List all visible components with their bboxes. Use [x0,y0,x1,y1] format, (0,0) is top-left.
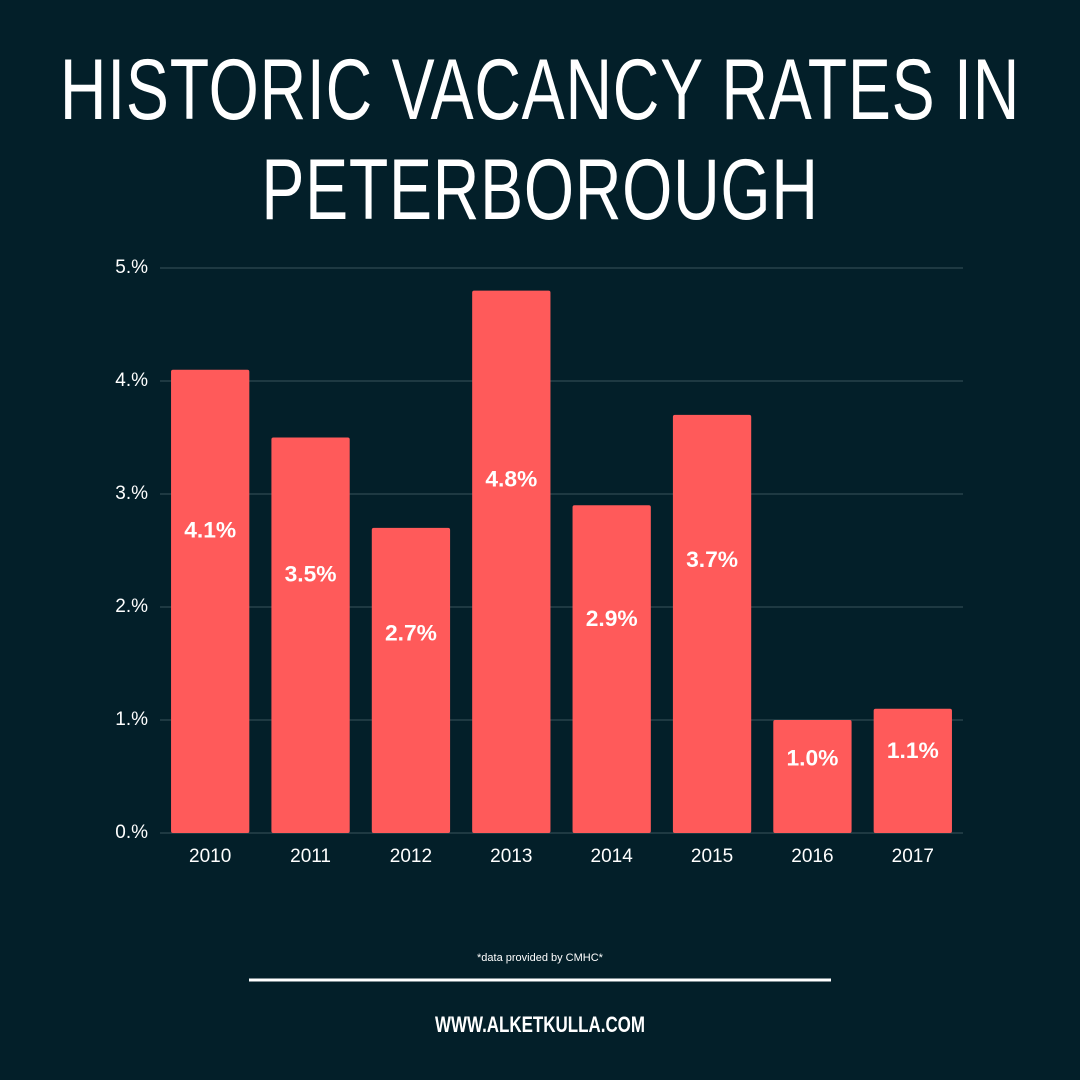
y-tick-label: 1.% [115,709,148,730]
data-label: 4.1% [184,518,236,543]
bar [873,708,952,833]
data-label: 1.1% [887,738,939,763]
x-tick-label: 2012 [390,846,432,867]
footer: WWW.ALKETKULLA.COM [435,1012,645,1037]
chart-title: HISTORIC VACANCY RATES IN PETERBOROUGH [59,42,1021,238]
bar [672,414,752,833]
x-tick-label: 2010 [189,846,231,867]
x-tick-label: 2015 [691,846,733,867]
title-box: HISTORIC VACANCY RATES IN PETERBOROUGH [0,40,1080,250]
data-label: 2.7% [385,620,437,645]
y-tick-label: 3.% [115,483,148,504]
x-tick-label: 2011 [290,846,331,867]
data-label: 1.0% [786,745,838,770]
data-label: 2.9% [586,606,638,631]
x-tick-label: 2016 [791,846,833,867]
y-tick-label: 2.% [115,596,148,617]
note: *data provided by CMHC* [477,952,604,964]
bar [171,369,250,833]
x-tick-label: 2013 [490,846,532,867]
data-label: 3.7% [686,547,738,572]
x-tick-label: 2014 [591,846,634,867]
x-tick-label: 2017 [892,846,934,867]
data-label: 4.8% [485,466,537,491]
y-tick-label: 5.% [115,257,148,278]
bar [371,527,451,833]
bar [572,505,651,833]
y-tick-label: 4.% [115,370,148,391]
data-label: 3.5% [285,562,337,587]
y-tick-label: 0.% [115,822,148,843]
bar [271,437,350,833]
bar [472,290,551,834]
bar [773,720,852,833]
